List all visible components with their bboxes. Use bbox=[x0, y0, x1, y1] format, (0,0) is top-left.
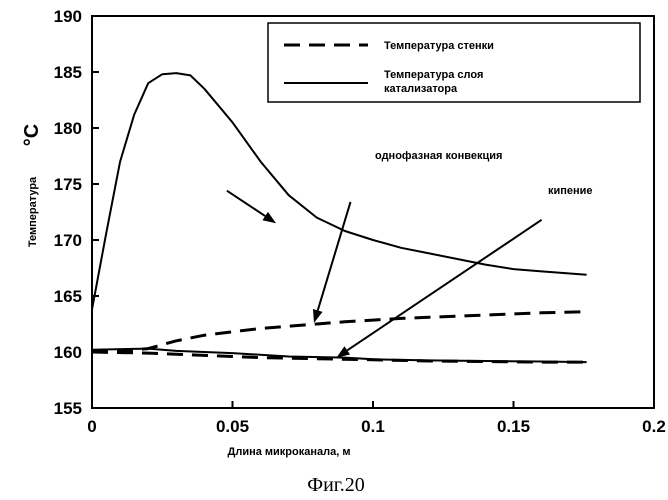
y-tick-label: 185 bbox=[54, 63, 82, 82]
y-tick-label: 160 bbox=[54, 343, 82, 362]
legend-label-catalyst-line1: Температура слоя bbox=[384, 69, 483, 81]
axis-ticks bbox=[91, 15, 655, 409]
legend-box bbox=[267, 22, 641, 103]
annotation-arrow bbox=[226, 189, 277, 224]
axis-tick-labels: 0 0.05 0.1 0.15 0.2 155 160 165 170 175 180 185 190 bbox=[54, 7, 666, 436]
annotation-single-phase: однофазная конвекция bbox=[375, 150, 502, 162]
series-layer bbox=[91, 72, 587, 364]
x-tick-label: 0.05 bbox=[216, 417, 249, 436]
x-tick-label: 0 bbox=[87, 417, 96, 436]
x-tick-label: 0.15 bbox=[497, 417, 530, 436]
legend: Температура стенки Температура слоя ката… bbox=[267, 22, 641, 103]
x-axis-label: Длина микроканала, м bbox=[228, 446, 351, 458]
legend-label-catalyst-line2: катализатора bbox=[384, 83, 458, 95]
y-tick-label: 190 bbox=[54, 7, 82, 26]
arrow-head bbox=[262, 211, 277, 224]
x-tick-label: 0.2 bbox=[642, 417, 666, 436]
annotation-arrow bbox=[312, 201, 352, 323]
y-axis-label: Температура bbox=[27, 176, 39, 247]
legend-label-wall: Температура стенки bbox=[384, 40, 494, 52]
annotation-arrows bbox=[226, 189, 543, 358]
arrow-head bbox=[312, 308, 323, 323]
annotation-arrow bbox=[336, 219, 543, 358]
series-line-3 bbox=[91, 347, 587, 364]
annotation-boiling: кипение bbox=[548, 185, 593, 197]
y-tick-label: 165 bbox=[54, 287, 82, 306]
y-tick-label: 170 bbox=[54, 231, 82, 250]
series-line-0 bbox=[91, 310, 587, 354]
series-line-1 bbox=[91, 350, 587, 364]
arrow-head bbox=[336, 346, 351, 358]
y-unit-label: °C bbox=[21, 124, 43, 146]
y-tick-label: 175 bbox=[54, 175, 82, 194]
x-tick-label: 0.1 bbox=[361, 417, 385, 436]
y-tick-label: 155 bbox=[54, 399, 82, 418]
y-tick-label: 180 bbox=[54, 119, 82, 138]
figure-caption: Фиг.20 bbox=[307, 474, 364, 496]
series-line-2 bbox=[91, 72, 587, 310]
